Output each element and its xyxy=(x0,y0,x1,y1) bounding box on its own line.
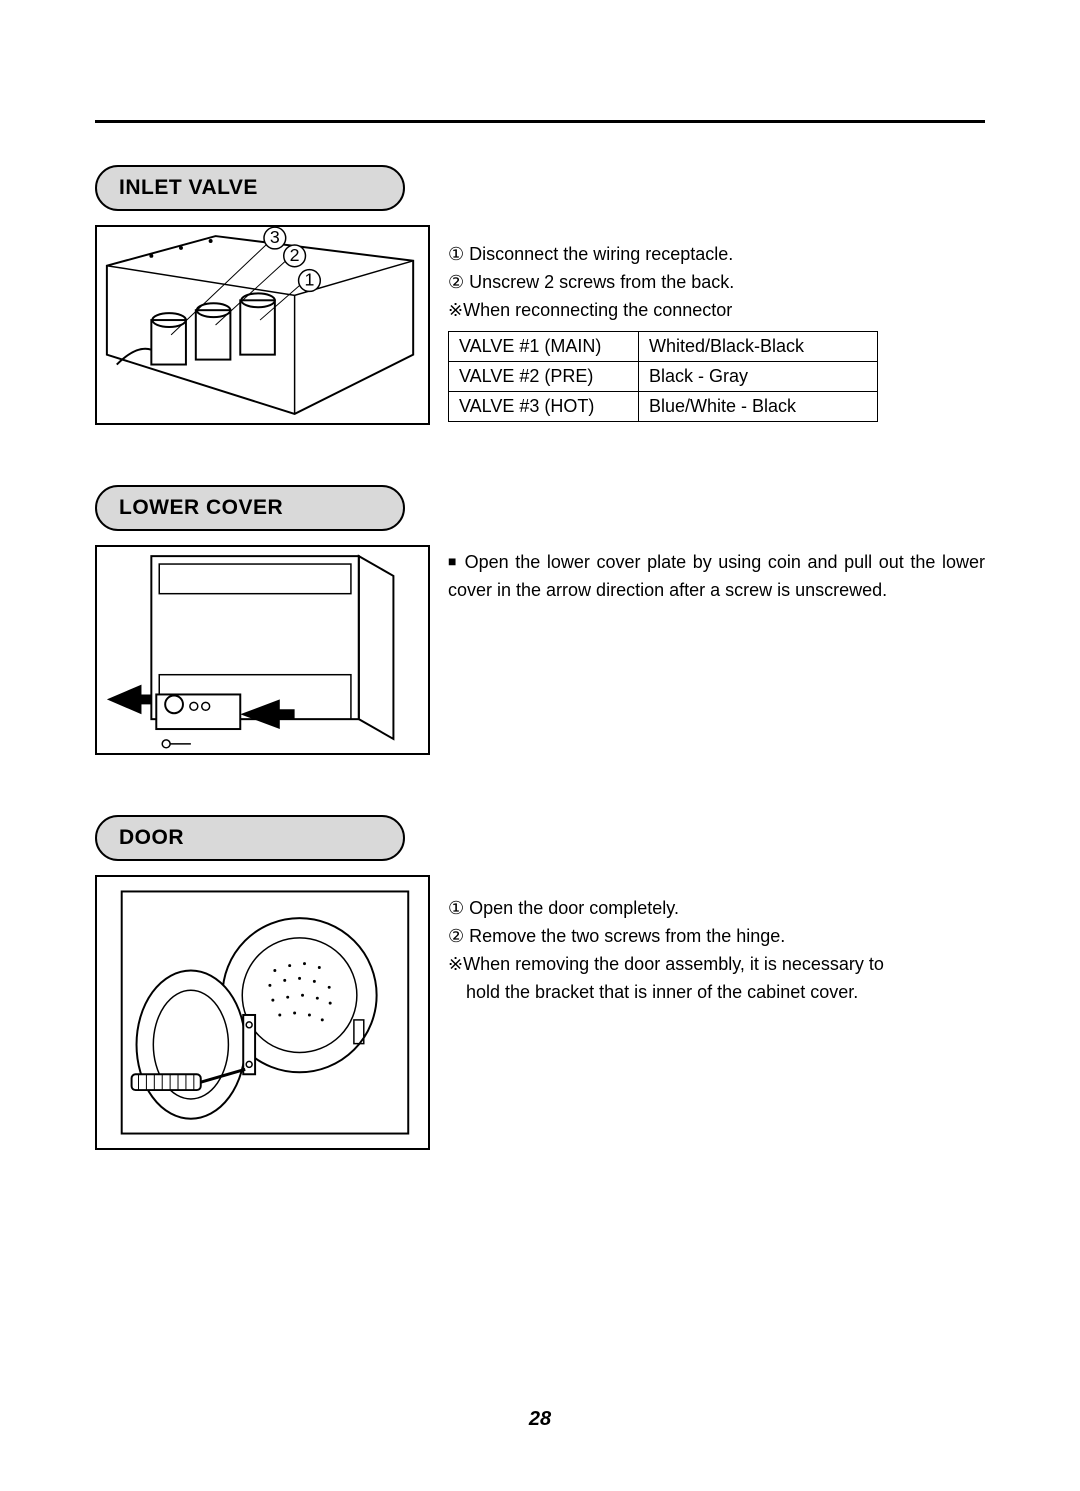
marker: ② xyxy=(448,269,464,297)
marker: ※ xyxy=(448,297,463,325)
table-row: VALVE #1 (MAIN) Whited/Black-Black xyxy=(449,331,878,361)
table-cell: VALVE #3 (HOT) xyxy=(449,391,639,421)
section-door: DOOR xyxy=(95,815,985,1150)
diagram-door xyxy=(95,875,430,1150)
table-cell: Black - Gray xyxy=(639,361,878,391)
callout-2: 2 xyxy=(290,245,300,265)
instruction-text: Disconnect the wiring receptacle. xyxy=(469,241,733,269)
page-number: 28 xyxy=(0,1408,1080,1431)
instruction-text: When reconnecting the connector xyxy=(463,297,732,325)
valve-table: VALVE #1 (MAIN) Whited/Black-Black VALVE… xyxy=(448,331,878,422)
instructions-lower-cover: ■ Open the lower cover plate by using co… xyxy=(448,549,985,605)
marker: ■ xyxy=(448,553,458,569)
section-header-inlet-valve: INLET VALVE xyxy=(95,165,405,211)
callout-1: 1 xyxy=(304,269,314,289)
instructions-inlet-valve: ① Disconnect the wiring receptacle. ② Un… xyxy=(448,241,985,325)
instruction-text: Unscrew 2 screws from the back. xyxy=(469,269,734,297)
table-cell: VALVE #2 (PRE) xyxy=(449,361,639,391)
marker: ※ xyxy=(448,951,463,979)
section-inlet-valve: INLET VALVE xyxy=(95,165,985,425)
instruction-text: Remove the two screws from the hinge. xyxy=(469,923,785,951)
section-lower-cover: LOWER COVER xyxy=(95,485,985,755)
table-cell: Whited/Black-Black xyxy=(639,331,878,361)
top-rule xyxy=(95,120,985,123)
marker: ① xyxy=(448,241,464,269)
diagram-inlet-valve: 1 2 3 xyxy=(95,225,430,425)
instruction-text: hold the bracket that is inner of the ca… xyxy=(466,979,858,1007)
table-cell: Blue/White - Black xyxy=(639,391,878,421)
table-cell: VALVE #1 (MAIN) xyxy=(449,331,639,361)
instructions-door: ① Open the door completely. ② Remove the… xyxy=(448,895,985,1007)
instruction-text: When removing the door assembly, it is n… xyxy=(463,951,884,979)
callout-3: 3 xyxy=(270,227,280,247)
table-row: VALVE #3 (HOT) Blue/White - Black xyxy=(449,391,878,421)
section-header-door: DOOR xyxy=(95,815,405,861)
diagram-lower-cover xyxy=(95,545,430,755)
table-row: VALVE #2 (PRE) Black - Gray xyxy=(449,361,878,391)
marker: ② xyxy=(448,923,464,951)
section-header-lower-cover: LOWER COVER xyxy=(95,485,405,531)
instruction-text: Open the lower cover plate by using coin… xyxy=(448,552,985,600)
instruction-text: Open the door completely. xyxy=(469,895,679,923)
marker: ① xyxy=(448,895,464,923)
